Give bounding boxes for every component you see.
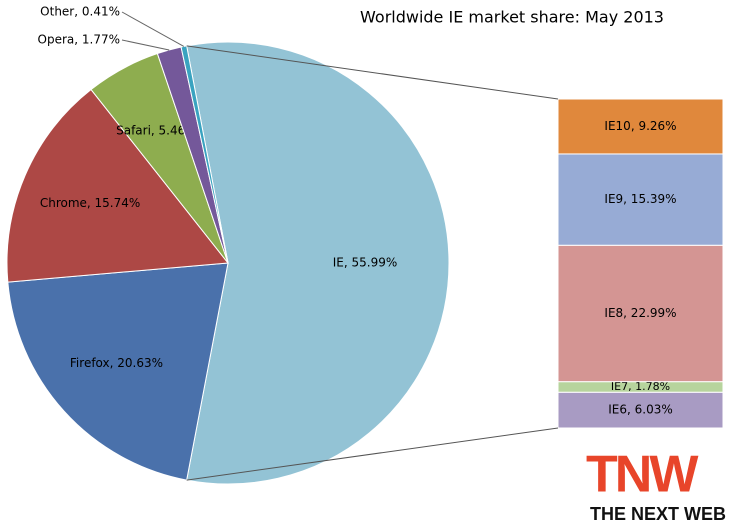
pie-slice — [7, 262, 229, 481]
connector-line — [186, 45, 559, 100]
logo-text: THE NEXT WEB — [590, 504, 726, 524]
slice-label: Chrome, 15.74% — [40, 196, 140, 210]
slice-label: Opera, 1.77% — [38, 33, 120, 47]
leader-line — [121, 11, 185, 47]
slice-label: Firefox, 20.63% — [70, 356, 163, 370]
logo-mark: TNW — [586, 446, 699, 504]
pie-slice — [180, 45, 229, 264]
chart-title: Worldwide IE market share: May 2013 — [360, 8, 664, 27]
bar-segment — [557, 98, 724, 155]
slice-label: Other, 0.41% — [40, 5, 120, 19]
bar-label: IE7, 1.78% — [611, 380, 670, 393]
pie-slice — [6, 88, 229, 283]
leader-line — [121, 39, 170, 51]
bar-label: IE10, 9.26% — [604, 119, 676, 133]
slice-label: IE, 55.99% — [333, 256, 398, 270]
bar-label: IE8, 22.99% — [604, 306, 676, 320]
bar-segment — [557, 153, 724, 246]
slice-label: Safari, 5.46% — [116, 123, 197, 137]
bar-segment — [557, 244, 724, 383]
pie-slice — [186, 41, 450, 485]
bar-label: IE6, 6.03% — [608, 403, 673, 417]
bar-label: IE9, 15.39% — [604, 192, 676, 206]
connector-line — [186, 427, 559, 481]
bar-segment — [557, 391, 724, 429]
